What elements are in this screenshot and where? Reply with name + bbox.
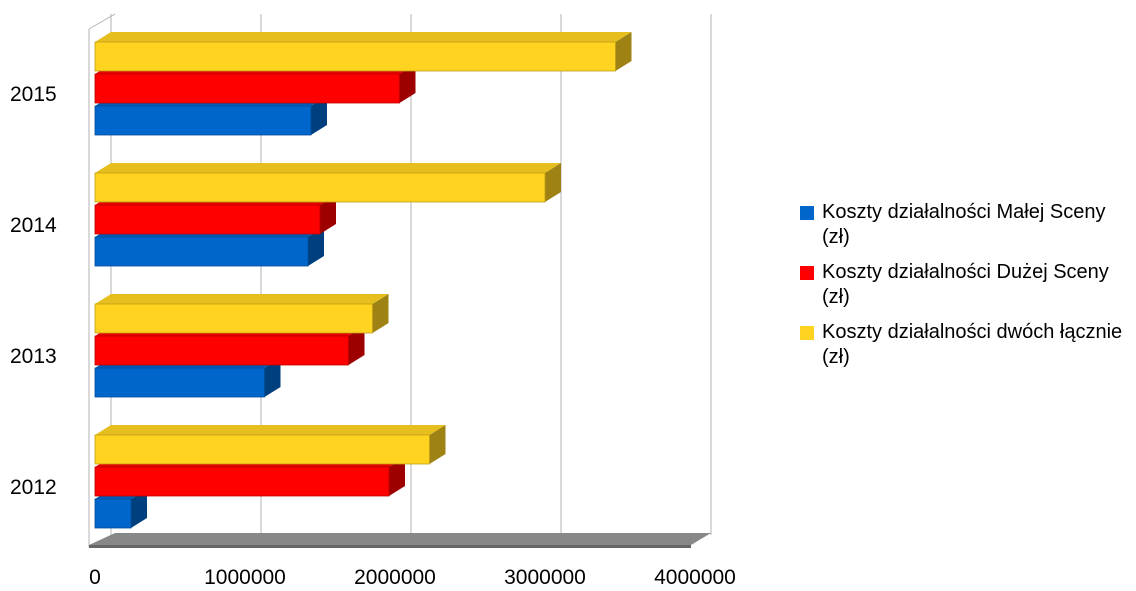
- legend-swatch-small-stage: [800, 206, 814, 220]
- y-tick-label: 2014: [10, 214, 57, 237]
- x-tick-label: 4000000: [654, 566, 736, 589]
- bar-front-face: [94, 466, 390, 497]
- bar-top-face: [95, 163, 561, 173]
- bar-side-face: [429, 425, 446, 464]
- legend-swatch-both-total: [800, 326, 814, 340]
- bar-front-face: [94, 204, 321, 235]
- bar: [94, 32, 632, 72]
- bar: [94, 326, 365, 366]
- bar-side-face: [372, 294, 389, 333]
- chart-floor: [89, 533, 711, 545]
- bar-front-face: [94, 172, 546, 203]
- x-axis-ticks: 0 1000000 2000000 3000000 4000000: [89, 566, 736, 589]
- legend-item-both-total: Koszty działalności dwóch łącznie (zł): [800, 320, 1136, 370]
- bar-front-face: [94, 41, 616, 72]
- x-tick-label: 2000000: [354, 566, 436, 589]
- y-tick-label: 2015: [10, 83, 57, 106]
- bar-side-face: [320, 195, 336, 234]
- bar-top-face: [95, 425, 446, 435]
- y-axis-ticks: 2012 2013 2014 2015: [10, 83, 57, 499]
- x-tick-label: 0: [89, 566, 101, 589]
- bar-front-face: [94, 303, 373, 334]
- bar: [94, 163, 561, 203]
- bar: [94, 425, 446, 465]
- legend-label-large-stage: Koszty działalności Dużej Sceny (zł): [822, 261, 1109, 308]
- bar-front-face: [94, 434, 430, 465]
- bar-front-face: [94, 498, 132, 529]
- bar-front-face: [94, 73, 400, 104]
- bar-top-face: [95, 294, 389, 304]
- bar-side-face: [389, 457, 405, 496]
- bar-side-face: [615, 32, 632, 71]
- bar-side-face: [348, 326, 365, 365]
- bar-chart: 0 1000000 2000000 3000000 4000000 2012201320…: [10, 13, 736, 589]
- legend-swatch-large-stage: [800, 266, 814, 280]
- x-tick-label: 3000000: [504, 566, 586, 589]
- y-tick-label: 2012: [10, 476, 57, 499]
- bar-side-face: [399, 64, 416, 103]
- bar-front-face: [94, 335, 349, 366]
- bar-side-face: [264, 358, 281, 397]
- bar-side-face: [308, 227, 324, 266]
- bars: [94, 32, 632, 529]
- bar: [94, 358, 281, 398]
- legend-label-both-total: Koszty działalności dwóch łącznie (zł): [822, 321, 1123, 368]
- bar-front-face: [94, 236, 309, 267]
- y-tick-label: 2013: [10, 345, 57, 368]
- bar-top-face: [95, 32, 632, 42]
- bar-side-face: [311, 96, 327, 135]
- legend-label-small-stage: Koszty działalności Małej Sceny (zł): [822, 201, 1106, 248]
- x-tick-label: 1000000: [204, 566, 286, 589]
- bar-side-face: [131, 489, 147, 528]
- legend-item-small-stage: Koszty działalności Małej Sceny (zł): [800, 200, 1136, 250]
- legend: Koszty działalności Małej Sceny (zł) Kos…: [800, 200, 1136, 380]
- bar-side-face: [545, 163, 561, 202]
- bar-front-face: [94, 367, 265, 398]
- bar-front-face: [94, 105, 312, 136]
- legend-item-large-stage: Koszty działalności Dużej Sceny (zł): [800, 260, 1136, 310]
- bar: [94, 294, 389, 334]
- chart-floor-edge: [89, 545, 691, 548]
